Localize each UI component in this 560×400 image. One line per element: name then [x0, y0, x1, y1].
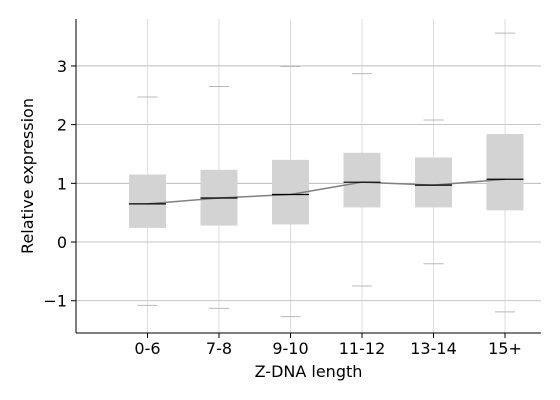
y-tick-label: 0 [57, 233, 67, 252]
y-tick-label: 1 [57, 174, 67, 193]
y-axis-title: Relative expression [18, 98, 37, 254]
box-0-6 [129, 174, 166, 228]
box-series [129, 32, 524, 318]
x-tick-label: 9-10 [272, 339, 308, 358]
x-tick-label: 13-14 [410, 339, 457, 358]
y-tick-labels: −1 0 1 2 3 [43, 57, 76, 311]
box-15+ [486, 134, 524, 211]
box-13-14 [415, 157, 452, 208]
x-tick-label: 0-6 [134, 339, 160, 358]
y-tick-label: 3 [57, 57, 67, 76]
x-axis-title: Z-DNA length [255, 362, 363, 381]
x-tick-label: 11-12 [339, 339, 386, 358]
x-tick-label: 15+ [488, 339, 522, 358]
y-tick-label: 2 [57, 116, 67, 135]
x-tick-labels: 0-6 7-8 9-10 11-12 13-14 15+ [134, 333, 522, 358]
box-11-12 [343, 152, 381, 208]
x-tick-label: 7-8 [206, 339, 232, 358]
y-tick-label: −1 [43, 292, 67, 311]
median-trend-line [147, 178, 506, 205]
axes [75, 19, 541, 334]
